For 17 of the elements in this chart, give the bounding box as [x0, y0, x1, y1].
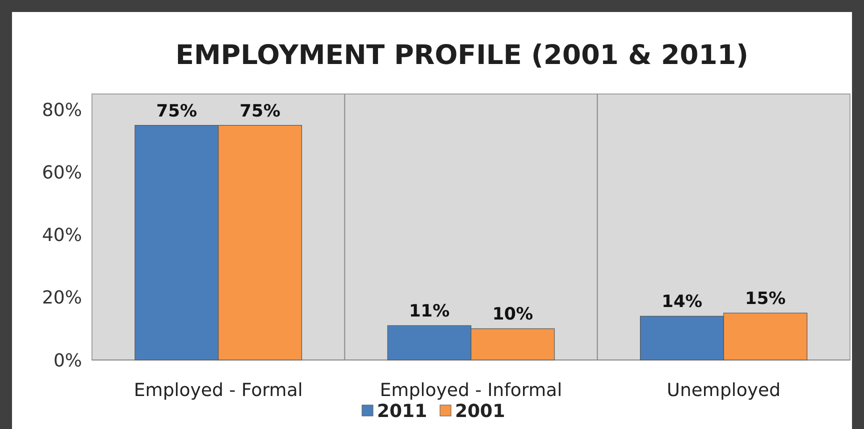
y-tick-label: 60% [42, 162, 82, 184]
chart-title: EMPLOYMENT PROFILE (2001 & 2011) [176, 40, 748, 71]
text: 75% [240, 101, 280, 122]
x-tick-label: Employed - Formal [134, 380, 303, 401]
y-tick-label: 20% [42, 288, 82, 309]
y-tick-label: 40% [42, 225, 82, 246]
legend-label: 2011 [377, 401, 428, 422]
y-tick-label: 0% [53, 350, 82, 372]
text: 11% [408, 302, 450, 322]
x-tick-label: Employed - Informal [380, 380, 562, 401]
text: 14% [662, 292, 702, 312]
x-tick-label: Unemployed [666, 380, 781, 401]
legend-label: 2001 [455, 401, 506, 422]
text: 75% [156, 101, 197, 122]
text: 10% [492, 304, 534, 325]
y-tick-label: 80% [42, 100, 82, 121]
text: 15% [745, 289, 786, 310]
